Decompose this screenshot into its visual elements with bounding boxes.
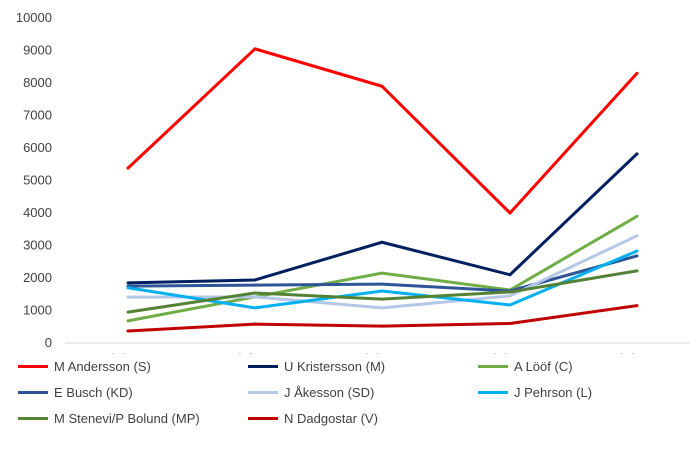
data-point	[126, 319, 130, 323]
data-point	[380, 306, 384, 310]
data-point	[380, 84, 384, 88]
data-point	[380, 324, 384, 328]
data-point	[635, 269, 639, 273]
series-line	[126, 47, 639, 215]
legend-label: E Busch (KD)	[54, 385, 133, 400]
legend-label: M Andersson (S)	[54, 359, 151, 374]
x-tick-label: 6/1/2022	[357, 351, 408, 354]
series-3	[126, 254, 639, 293]
legend-swatch	[18, 417, 48, 420]
x-tick-label: 5/1/2022	[230, 351, 281, 354]
series-lines	[126, 47, 639, 333]
y-tick-label: 6000	[23, 140, 52, 155]
legend-item: J Åkesson (SD)	[248, 385, 374, 400]
data-point	[508, 273, 512, 277]
y-tick-label: 3000	[23, 238, 52, 253]
data-point	[635, 304, 639, 308]
y-tick-label: 7000	[23, 108, 52, 123]
data-point	[635, 234, 639, 238]
legend-item: E Busch (KD)	[18, 385, 133, 400]
data-point	[253, 291, 257, 295]
legend-item: M Andersson (S)	[18, 359, 151, 374]
data-point	[253, 306, 257, 310]
series-1	[126, 152, 639, 285]
legend-swatch	[248, 365, 278, 368]
data-point	[508, 211, 512, 215]
data-point	[126, 286, 130, 290]
legend-label: J Åkesson (SD)	[284, 385, 375, 400]
data-point	[253, 47, 257, 51]
legend-swatch	[478, 365, 508, 368]
x-tick-label: 7/1/2022	[485, 351, 536, 354]
data-point	[380, 282, 384, 286]
y-tick-label: 5000	[23, 173, 52, 188]
data-point	[253, 322, 257, 326]
y-tick-label: 4000	[23, 205, 52, 220]
data-point	[508, 303, 512, 307]
line-chart: 0 1000 2000 3000 4000 5000 6000 7000 8000 9000 100…	[16, 10, 690, 354]
data-point	[380, 297, 384, 301]
data-point	[508, 290, 512, 294]
series-6	[126, 269, 639, 314]
legend-label: J Pehrson (L)	[514, 385, 593, 400]
data-point	[635, 249, 639, 253]
legend-item: U Kristersson (M)	[248, 359, 385, 374]
data-point	[635, 214, 639, 218]
data-point	[253, 295, 257, 299]
data-point	[380, 240, 384, 244]
series-2	[126, 214, 639, 323]
data-point	[126, 310, 130, 314]
legend-label: N Dadgostar (V)	[284, 411, 378, 426]
data-point	[126, 281, 130, 285]
legend-item: M Stenevi/P Bolund (MP)	[18, 411, 200, 426]
legend-swatch	[18, 391, 48, 394]
legend-swatch	[248, 417, 278, 420]
data-point	[635, 254, 639, 258]
legend-item: J Pehrson (L)	[478, 385, 592, 400]
series-5	[126, 249, 639, 310]
data-point	[508, 322, 512, 325]
x-tick-label: 8/1/2022	[612, 351, 663, 354]
y-axis: 0 1000 2000 3000 4000 5000 6000 7000 8000 9000 100…	[16, 10, 52, 350]
legend-item: A Lööf (C)	[478, 359, 573, 374]
x-tick-label: 4/1/2022	[103, 351, 154, 354]
legend-label: M Stenevi/P Bolund (MP)	[54, 411, 200, 426]
data-point	[126, 329, 130, 333]
legend-item: N Dadgostar (V)	[248, 411, 378, 426]
series-0	[126, 47, 639, 215]
legend-label: A Lööf (C)	[514, 359, 573, 374]
series-line	[127, 152, 639, 285]
series-4	[126, 234, 639, 310]
data-point	[253, 278, 257, 282]
legend-label: U Kristersson (M)	[284, 359, 386, 374]
y-tick-label: 9000	[23, 43, 52, 58]
y-tick-label: 8000	[23, 75, 52, 90]
data-point	[253, 283, 257, 287]
data-point	[126, 166, 130, 170]
legend-swatch	[478, 391, 508, 394]
y-tick-label: 10000	[16, 10, 52, 25]
y-tick-label: 2000	[23, 270, 52, 285]
legend-swatch	[18, 365, 48, 368]
series-7	[126, 304, 639, 333]
x-axis: 4/1/2022 5/1/2022 6/1/2022 7/1/2022 8/1/2022	[103, 351, 663, 354]
data-point	[380, 271, 384, 275]
data-point	[380, 289, 384, 293]
data-point	[126, 295, 130, 299]
legend-swatch	[248, 391, 278, 394]
data-point	[635, 152, 639, 156]
series-line	[127, 214, 638, 323]
data-point	[508, 294, 512, 298]
y-tick-label: 1000	[23, 303, 52, 318]
data-point	[635, 71, 639, 75]
y-tick-label: 0	[45, 335, 52, 350]
